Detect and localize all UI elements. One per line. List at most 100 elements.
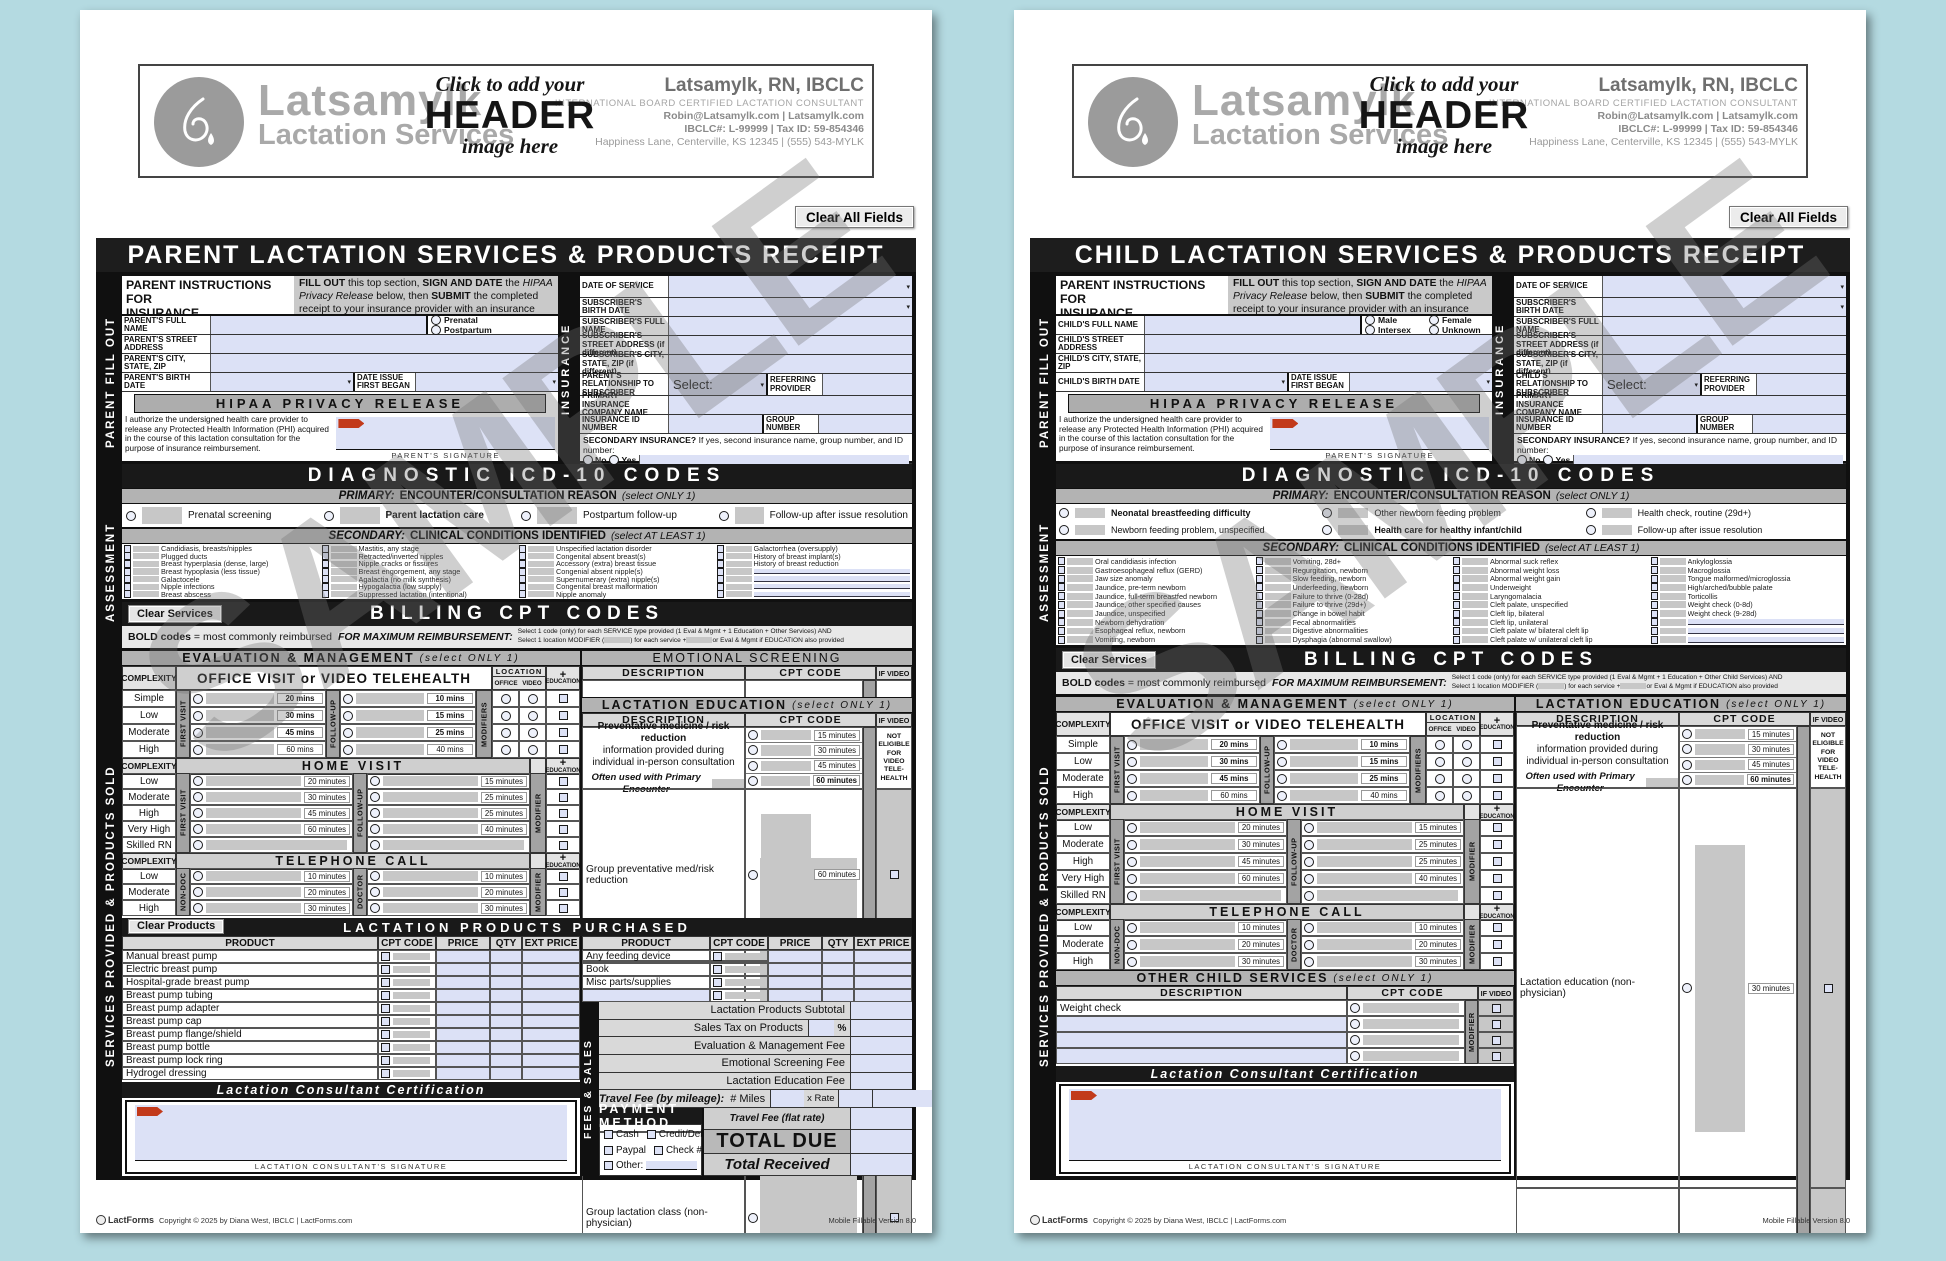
header-image-placeholder[interactable]: Click to add your HEADER image here <box>395 72 625 159</box>
radio-button[interactable] <box>193 792 203 802</box>
checkbox[interactable] <box>1255 566 1263 575</box>
checkbox[interactable] <box>716 582 724 591</box>
product-cpt-cell[interactable] <box>378 989 436 1002</box>
condition-item[interactable]: Vomiting, newborn <box>1058 635 1252 644</box>
product-cpt-cell[interactable] <box>378 1015 436 1028</box>
condition-item[interactable]: Esophageal reflux, newborn <box>1058 626 1252 635</box>
checkbox[interactable] <box>713 952 722 961</box>
condition-item[interactable]: Breast hypoplasia (less tissue) <box>124 567 318 576</box>
visit-education-checkbox-cell[interactable] <box>546 900 580 916</box>
checkbox[interactable] <box>716 544 724 553</box>
clear-services-button[interactable]: Clear Services <box>128 605 222 623</box>
product-ext-price-field[interactable] <box>522 1041 580 1054</box>
checkbox[interactable] <box>1492 840 1502 849</box>
checkbox[interactable] <box>1650 600 1658 609</box>
visit-follow-option[interactable]: 40 minutes <box>1301 870 1464 887</box>
product-price-field[interactable] <box>436 950 490 963</box>
condition-write-in-field[interactable] <box>1687 627 1844 635</box>
radio-button[interactable] <box>1127 922 1137 933</box>
em-first-visit-option[interactable]: 45 mins <box>1124 770 1260 787</box>
visit-first-option[interactable]: 20 minutes <box>1124 936 1287 953</box>
checkbox[interactable] <box>1255 574 1263 583</box>
checkbox[interactable] <box>716 575 724 584</box>
header-image-placeholder[interactable]: Click to add your HEADER image here <box>1329 72 1559 159</box>
condition-item[interactable]: Supernumerary (extra) nipple(s) <box>519 575 713 584</box>
referring-provider-field[interactable] <box>822 374 912 395</box>
checkbox[interactable] <box>558 840 568 850</box>
condition-item[interactable]: Congenital breast malformation <box>519 582 713 591</box>
em-location-office-radio[interactable] <box>1426 787 1453 804</box>
condition-item[interactable]: Newborn dehydration <box>1058 618 1252 627</box>
field-input[interactable] <box>1144 354 1492 372</box>
clear-all-fields-button[interactable]: Clear All Fields <box>794 206 914 228</box>
radio-button[interactable] <box>500 727 511 738</box>
checkbox[interactable] <box>604 1160 613 1170</box>
checkbox[interactable] <box>321 544 329 553</box>
condition-write-in-field[interactable] <box>753 591 910 597</box>
condition-item[interactable]: History of breast implant(s) <box>716 552 911 561</box>
checkbox[interactable] <box>558 871 568 881</box>
primary-reason-option[interactable]: Follow-up after issue resolution <box>715 504 913 527</box>
checkbox[interactable] <box>1650 583 1658 592</box>
product-ext-price-field[interactable] <box>522 1067 580 1080</box>
checkbox[interactable] <box>1453 635 1460 644</box>
radio-button[interactable] <box>1585 524 1596 535</box>
em-first-visit-option[interactable]: 60 mins <box>190 741 326 758</box>
condition-item[interactable]: High/arched/bubble palate <box>1650 583 1845 592</box>
radio-button[interactable] <box>1304 873 1314 884</box>
radio-button[interactable] <box>370 792 380 802</box>
visit-education-checkbox-cell[interactable] <box>1480 953 1514 970</box>
primary-reason-option[interactable]: Postpartum follow-up <box>517 504 715 527</box>
condition-item[interactable]: Vomiting, 28d+ <box>1255 557 1450 566</box>
radio-button[interactable] <box>527 744 538 755</box>
em-first-visit-option[interactable]: 45 mins <box>190 724 326 741</box>
product-cpt-cell[interactable] <box>378 963 436 976</box>
radio-button[interactable] <box>1350 1035 1360 1045</box>
checkbox[interactable] <box>321 559 329 568</box>
radio-button[interactable] <box>1322 524 1333 535</box>
em-education-checkbox-cell[interactable] <box>1480 770 1514 787</box>
total-due-field[interactable] <box>850 1130 912 1154</box>
condition-item[interactable] <box>716 575 910 584</box>
education-main-minute-option[interactable]: 15 minutes <box>1680 727 1796 743</box>
field-input[interactable]: ▾ <box>415 373 558 391</box>
radio-button[interactable] <box>521 510 531 521</box>
visit-education-checkbox-cell[interactable] <box>1480 853 1514 870</box>
education-main-minute-option[interactable]: 45 minutes <box>1680 758 1796 773</box>
em-first-visit-option[interactable]: 20 mins <box>190 690 326 707</box>
visit-education-checkbox-cell[interactable] <box>1480 836 1514 853</box>
checkbox[interactable] <box>558 824 568 834</box>
condition-item[interactable]: Candidiasis, breasts/nipples <box>124 544 318 553</box>
text-field[interactable] <box>1602 336 1846 354</box>
visit-education-checkbox-cell[interactable] <box>546 884 580 900</box>
education-main-minute-option[interactable]: 30 minutes <box>1680 742 1796 758</box>
visit-first-option[interactable] <box>190 837 353 853</box>
checkbox[interactable] <box>1255 626 1263 635</box>
em-location-office-radio[interactable] <box>492 690 519 707</box>
radio-button[interactable] <box>748 869 758 880</box>
product-ext-price-field[interactable] <box>522 976 580 989</box>
checkbox[interactable] <box>1491 1035 1501 1045</box>
clear-all-fields-button[interactable]: Clear All Fields <box>1728 206 1848 228</box>
product-qty-field[interactable] <box>490 1028 522 1041</box>
text-field[interactable] <box>818 415 912 433</box>
checkbox[interactable] <box>1492 774 1502 783</box>
product-price-field[interactable] <box>436 963 490 976</box>
condition-item[interactable] <box>1650 618 1844 627</box>
checkbox[interactable] <box>1255 609 1263 618</box>
date-of-service-field[interactable]: ▾ <box>1602 276 1846 297</box>
text-field[interactable] <box>668 355 912 373</box>
radio-button[interactable] <box>1365 315 1375 325</box>
visit-education-checkbox-cell[interactable] <box>1480 819 1514 836</box>
radio-button[interactable] <box>193 744 203 755</box>
checkbox[interactable] <box>1453 609 1460 618</box>
product-ext-price-field[interactable] <box>522 989 580 1002</box>
checkbox[interactable] <box>1650 626 1658 635</box>
condition-item[interactable]: Failure to thrive (29d+) <box>1255 600 1450 609</box>
parent-signature-field[interactable] <box>336 417 555 450</box>
education-row-cpt[interactable] <box>1679 1188 1797 1233</box>
visit-first-option[interactable]: 45 minutes <box>1124 853 1287 870</box>
radio-button[interactable] <box>1429 325 1439 335</box>
visit-education-checkbox-cell[interactable] <box>546 789 580 805</box>
education-row-video-checkbox[interactable] <box>1810 788 1846 1189</box>
